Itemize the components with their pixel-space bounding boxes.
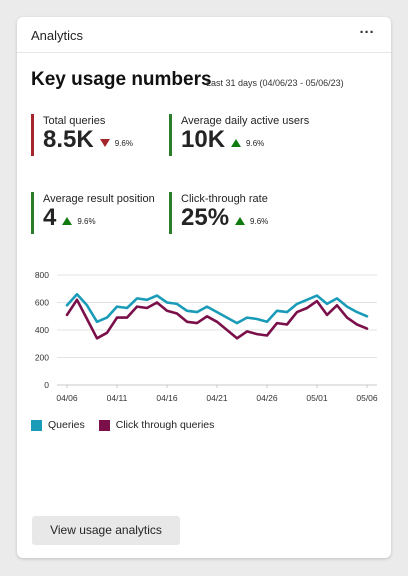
trend-value: 9.6% <box>246 138 265 148</box>
stat-trend: 9.6% <box>99 138 133 148</box>
stat-label: Average daily active users <box>181 115 310 127</box>
stat-trend: 9.6% <box>231 139 264 148</box>
trend-down-icon <box>99 139 110 147</box>
stat-label: Click-through rate <box>181 193 268 205</box>
y-tick-label: 800 <box>35 270 49 280</box>
trend-up-icon <box>235 217 246 225</box>
legend-item-queries[interactable]: Queries <box>31 419 85 431</box>
view-usage-analytics-button[interactable]: View usage analytics <box>32 516 180 545</box>
x-tick-label: 05/01 <box>306 393 328 403</box>
usage-line-chart: 0 200 400 600 800 04/06 04/11 04/16 04/21 04/26 05… <box>35 270 378 403</box>
stat-value: 8.5K <box>43 126 94 153</box>
stat-label: Total queries <box>43 115 106 127</box>
x-tick-label: 04/06 <box>56 393 78 403</box>
y-tick-label: 400 <box>35 325 49 335</box>
trend-value: 9.6% <box>114 138 133 148</box>
legend-label: Click through queries <box>115 419 215 431</box>
stat-daily-active-users: Average daily active users 10K 9.6% <box>169 114 329 156</box>
x-tick-label: 04/21 <box>206 393 228 403</box>
page-title: Key usage numbers <box>31 69 212 90</box>
chart-legend: Queries Click through queries <box>31 419 228 431</box>
x-tick-label: 04/26 <box>256 393 278 403</box>
legend-swatch-click-through <box>98 419 110 431</box>
stat-average-result-position: Average result position 4 9.6% <box>31 192 191 234</box>
legend-swatch-queries <box>31 419 42 431</box>
x-tick-label: 05/06 <box>356 393 378 403</box>
stat-value: 25% <box>181 204 230 231</box>
stat-value: 4 <box>43 204 57 231</box>
stat-click-through-rate: Click-through rate 25% 9.6% <box>169 192 329 234</box>
stat-value: 10K <box>181 126 226 153</box>
date-range: Last 31 days (04/06/23 - 05/06/23) <box>206 78 344 88</box>
trend-value: 9.6% <box>77 216 96 226</box>
x-tick-label: 04/11 <box>107 393 128 403</box>
y-tick-label: 600 <box>35 298 49 308</box>
analytics-card: Analytics ··· Key usage numbers Last 31 … <box>17 17 391 558</box>
stat-label: Average result position <box>43 193 155 205</box>
card-title: Analytics <box>31 28 84 43</box>
x-tick-label: 04/16 <box>156 393 178 403</box>
stat-total-queries: Total queries 8.5K 9.6% <box>31 114 191 156</box>
legend-item-click-through[interactable]: Click through queries <box>98 419 215 431</box>
stat-trend: 9.6% <box>235 217 268 226</box>
trend-up-icon <box>62 217 73 225</box>
more-options-icon[interactable]: ··· <box>359 24 375 41</box>
series-line-queries <box>65 292 369 325</box>
trend-up-icon <box>231 139 242 147</box>
legend-label: Queries <box>48 419 85 431</box>
y-tick-label: 200 <box>35 353 49 363</box>
trend-value: 9.6% <box>250 216 269 226</box>
series-line-click-through <box>65 298 369 340</box>
card-header: Analytics ··· <box>17 17 391 53</box>
y-tick-label: 0 <box>44 380 49 390</box>
stat-trend: 9.6% <box>62 216 96 226</box>
